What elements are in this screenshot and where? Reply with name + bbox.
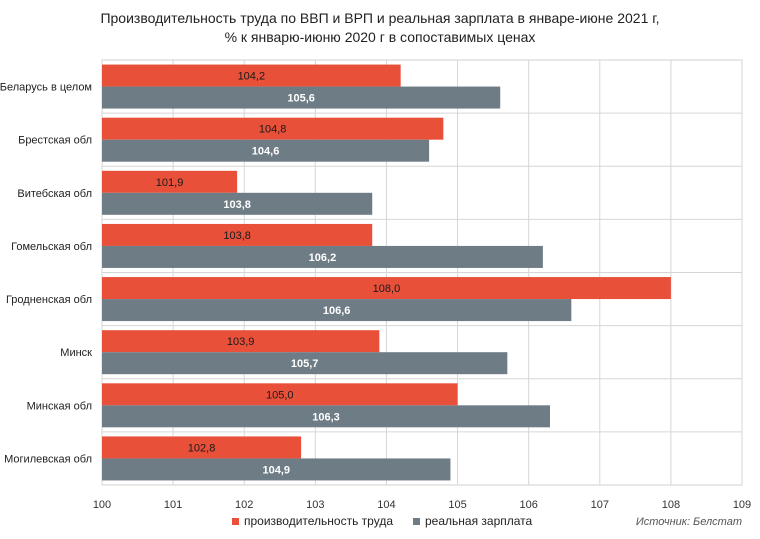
bar-productivity	[102, 170, 238, 193]
x-tick-label: 105	[448, 499, 466, 511]
chart-title-line1: Производительность труда по ВВП и ВРП и …	[100, 10, 660, 26]
category-label: Могилевская обл	[4, 453, 92, 465]
legend-label-wage: реальная зарплата	[425, 514, 533, 528]
category-label: Гродненская обл	[6, 294, 92, 306]
data-label-productivity: 105,0	[266, 389, 294, 401]
data-label-wage: 103,8	[223, 199, 251, 211]
x-tick-label: 103	[306, 499, 324, 511]
bar-wage	[102, 352, 508, 375]
bar-wage	[102, 299, 572, 322]
bar-wage	[102, 192, 373, 215]
bar-productivity	[102, 64, 401, 87]
chart-title-line2: % к январю-июню 2020 г в сопоставимых це…	[224, 29, 536, 45]
legend-item-wage: реальная зарплата	[413, 514, 532, 528]
data-label-wage: 105,6	[287, 93, 315, 105]
x-tick-label: 108	[662, 499, 680, 511]
data-label-productivity: 104,8	[259, 124, 287, 136]
category-label: Минск	[60, 347, 92, 359]
data-label-wage: 104,6	[252, 146, 280, 158]
x-tick-label: 109	[733, 499, 751, 511]
bar-wage	[102, 245, 543, 268]
x-tick-label: 101	[164, 499, 182, 511]
category-label: Витебская обл	[17, 188, 92, 200]
bar-wage	[102, 458, 451, 481]
data-label-wage: 104,9	[262, 464, 290, 476]
x-tick-label: 104	[377, 499, 395, 511]
bar-productivity	[102, 330, 380, 353]
legend: производительность труда реальная зарпла…	[232, 514, 532, 528]
legend-swatch-wage	[413, 517, 420, 525]
category-label: Гомельская обл	[11, 241, 92, 253]
bar-productivity	[102, 436, 302, 459]
category-label: Брестская обл	[18, 135, 92, 147]
data-label-wage: 106,3	[312, 411, 340, 423]
data-label-wage: 106,2	[309, 252, 337, 264]
x-tick-label: 100	[93, 499, 111, 511]
data-label-productivity: 102,8	[188, 442, 216, 454]
data-label-wage: 105,7	[291, 358, 319, 370]
bar-productivity	[102, 223, 373, 246]
bar-wage	[102, 86, 501, 109]
data-label-productivity: 101,9	[156, 177, 184, 189]
bar-productivity	[102, 117, 444, 140]
bar-productivity	[102, 383, 458, 406]
category-label: Минская обл	[27, 400, 92, 412]
x-tick-label: 107	[591, 499, 609, 511]
x-tick-label: 106	[519, 499, 537, 511]
data-label-productivity: 104,2	[238, 71, 266, 83]
data-label-productivity: 103,9	[227, 336, 255, 348]
data-label-productivity: 103,8	[223, 230, 251, 242]
bar-wage	[102, 139, 430, 162]
category-label: Беларусь в целом	[0, 82, 92, 94]
legend-label-productivity: производительность труда	[244, 514, 393, 528]
bar-productivity	[102, 277, 671, 300]
source-note: Источник: Белстат	[635, 516, 742, 528]
data-label-wage: 106,6	[323, 305, 351, 317]
x-tick-label: 102	[235, 499, 253, 511]
data-label-productivity: 108,0	[373, 283, 401, 295]
legend-item-productivity: производительность труда	[232, 514, 393, 528]
bar-wage	[102, 405, 550, 428]
legend-swatch-productivity	[232, 517, 239, 525]
